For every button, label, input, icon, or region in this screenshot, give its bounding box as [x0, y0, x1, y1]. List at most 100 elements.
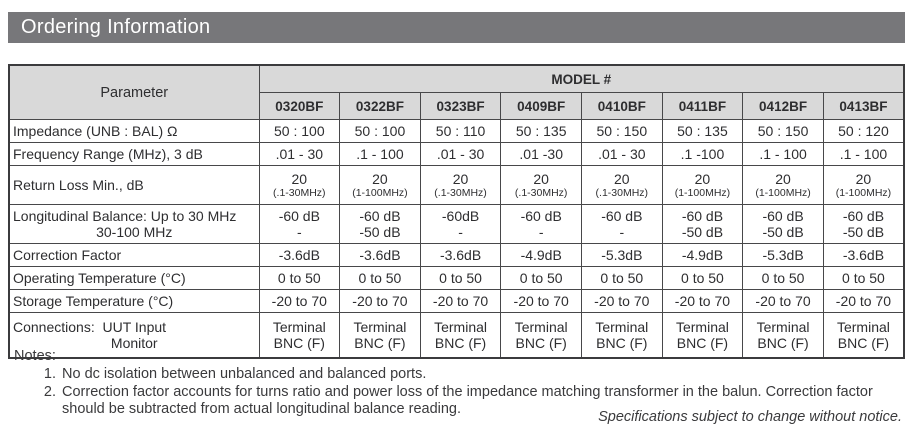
value-line: 50 : 100 [354, 123, 406, 139]
model-col-0411BF: 0411BF [661, 92, 744, 120]
value-line: -60 dB [842, 208, 885, 224]
value-line: 20 [533, 171, 549, 187]
value-line: Terminal [595, 319, 649, 335]
value-cell-0323BF: -20 to 70 [419, 289, 502, 313]
value-line: Terminal [434, 319, 488, 335]
value-line: -4.9dB [681, 247, 724, 263]
value-line: -4.9dB [520, 247, 562, 263]
value-line: BNC (F) [434, 335, 487, 351]
value-line: 50 : 135 [515, 123, 567, 139]
value-cell-0322BF: .1 - 100 [339, 142, 421, 166]
value-line: .1 - 100 [759, 146, 807, 162]
value-line: (.1-30MHz) [514, 187, 568, 199]
value-line: - [538, 224, 544, 240]
value-cell-0320BF: 50 : 100 [258, 119, 341, 143]
value-cell-0409BF: .01 -30 [500, 142, 582, 166]
value-line: 0 to 50 [600, 270, 644, 286]
value-line: - [458, 224, 463, 240]
value-line: -3.6dB [359, 247, 401, 263]
value-line: .1 -100 [680, 146, 725, 162]
value-line: -3.6dB [439, 247, 482, 263]
value-line: 20 [614, 171, 630, 187]
value-line: 50 : 110 [435, 123, 486, 139]
spec-table-body: Impedance (UNB : BAL) Ω 50 : 100 50 : 100 5… [8, 119, 905, 359]
value-line: 20 [775, 171, 791, 187]
value-cell-0409BF: -20 to 70 [500, 289, 582, 313]
value-cell-0413BF: .1 - 100 [822, 142, 905, 166]
notes-list: No dc isolation between unbalanced and b… [14, 366, 898, 418]
table-row: Impedance (UNB : BAL) Ω 50 : 100 50 : 100 5… [8, 119, 905, 143]
value-cell-0410BF: 0 to 50 [581, 266, 663, 290]
value-line: -50 dB [842, 224, 885, 240]
value-line: -20 to 70 [835, 293, 892, 309]
table-row: Frequency Range (MHz), 3 dB .01 - 30 .1 - … [8, 142, 905, 166]
value-line: -60dB [441, 208, 480, 224]
value-cell-0409BF: 20 (.1-30MHz) [500, 165, 582, 205]
value-cell-0320BF: .01 - 30 [258, 142, 341, 166]
value-cell-0322BF: -20 to 70 [339, 289, 421, 313]
value-line: -60 dB [520, 208, 562, 224]
value-cell-0323BF: 20 (.1-30MHz) [419, 165, 502, 205]
value-cell-0322BF: 50 : 100 [339, 119, 421, 143]
value-line: 20 [291, 171, 308, 187]
value-cell-0323BF: 50 : 110 [419, 119, 502, 143]
value-cell-0320BF: -60 dB - [258, 204, 341, 244]
value-cell-0322BF: -60 dB -50 dB [339, 204, 421, 244]
value-line: -50 dB [762, 224, 804, 240]
value-cell-0320BF: -3.6dB [258, 243, 341, 267]
value-line: -20 to 70 [594, 293, 650, 309]
value-cell-0323BF: -60dB - [419, 204, 502, 244]
value-cell-0410BF: 20 (.1-30MHz) [581, 165, 663, 205]
value-cell-0413BF: Terminal BNC (F) [822, 312, 905, 359]
table-row: Return Loss Min., dB 20 (.1-30MHz) 20 (1-100… [8, 165, 905, 205]
value-line: BNC (F) [515, 335, 567, 351]
value-cell-0412BF: .1 - 100 [742, 142, 824, 166]
value-line: 20 [694, 171, 711, 187]
value-line: Terminal [514, 319, 568, 335]
value-cell-0411BF: 20 (1-100MHz) [661, 165, 744, 205]
value-line: (1-100MHz) [674, 187, 731, 199]
value-line: (.1-30MHz) [434, 187, 487, 199]
parameter-label: 30-100 MHz [96, 224, 173, 240]
value-cell-0410BF: -5.3dB [581, 243, 663, 267]
value-line: - [296, 224, 302, 240]
value-line: Terminal [836, 319, 890, 335]
model-col-0409BF: 0409BF [500, 92, 582, 120]
value-line: -20 to 70 [352, 293, 408, 309]
value-line: 0 to 50 [358, 270, 402, 286]
specifications-disclaimer: Specifications subject to change without… [598, 409, 902, 425]
parameter-cell: Longitudinal Balance: Up to 30 MHz 30-100… [8, 204, 260, 244]
value-cell-0411BF: 50 : 135 [661, 119, 744, 143]
value-line: -60 dB [762, 208, 804, 224]
parameter-cell: Operating Temperature (°C) [8, 266, 260, 290]
value-line: (1-100MHz) [835, 187, 892, 199]
value-line: -20 to 70 [755, 293, 811, 309]
value-line: 50 : 150 [757, 123, 809, 139]
parameter-cell: Frequency Range (MHz), 3 dB [8, 142, 260, 166]
parameter-cell: Storage Temperature (°C) [8, 289, 260, 313]
value-cell-0413BF: -3.6dB [822, 243, 905, 267]
model-col-0320BF: 0320BF [258, 92, 341, 120]
value-cell-0412BF: -60 dB -50 dB [742, 204, 824, 244]
value-cell-0320BF: -20 to 70 [258, 289, 341, 313]
value-line: 50 : 150 [596, 123, 648, 139]
value-cell-0411BF: -60 dB -50 dB [661, 204, 744, 244]
value-cell-0411BF: -4.9dB [661, 243, 744, 267]
model-col-0412BF: 0412BF [742, 92, 824, 120]
table-row: Correction Factor -3.6dB -3.6dB -3.6dB -4.9d… [8, 243, 905, 267]
value-cell-0410BF: Terminal BNC (F) [581, 312, 663, 359]
table-row: Operating Temperature (°C) 0 to 50 0 to 50… [8, 266, 905, 290]
value-line: .01 - 30 [598, 146, 646, 162]
ordering-information-table: Parameter MODEL # 0320BF 0322BF 0323BF 0… [8, 64, 905, 359]
value-line: 50 : 100 [274, 123, 325, 139]
value-cell-0409BF: Terminal BNC (F) [500, 312, 582, 359]
value-line: -20 to 70 [674, 293, 731, 309]
value-line: .01 - 30 [436, 146, 485, 162]
parameter-label: Operating Temperature (°C) [13, 270, 186, 286]
value-line: BNC (F) [354, 335, 406, 351]
parameter-label: Return Loss Min., dB [13, 177, 144, 193]
value-line: .01 - 30 [275, 146, 324, 162]
value-cell-0411BF: .1 -100 [661, 142, 744, 166]
value-line: -50 dB [681, 224, 724, 240]
